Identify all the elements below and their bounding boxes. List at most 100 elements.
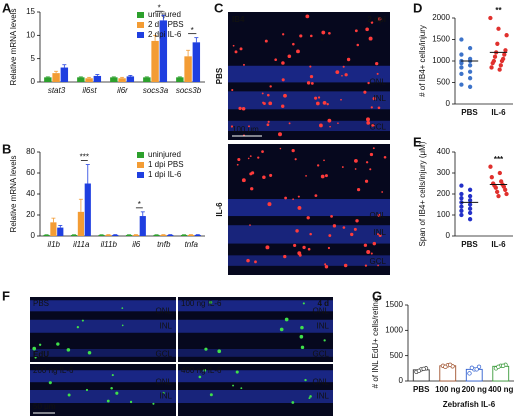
- cell: [335, 70, 340, 75]
- cell: [329, 125, 331, 128]
- point: [476, 364, 482, 369]
- cell: [249, 155, 252, 158]
- cell: [198, 375, 202, 379]
- bar: [105, 234, 112, 236]
- layer-label: GCL: [156, 349, 173, 358]
- layer-label: INL: [374, 228, 387, 237]
- cell: [48, 381, 52, 385]
- cell: [369, 168, 372, 171]
- cell: [234, 50, 238, 54]
- y-tick-label: 10: [26, 30, 35, 39]
- bar: [132, 234, 139, 236]
- panel-letter: G: [372, 288, 382, 303]
- cell: [341, 74, 343, 77]
- cell: [307, 247, 311, 251]
- layer-label: INL: [374, 94, 387, 103]
- y-tick-label: 0: [446, 231, 451, 240]
- point: [467, 202, 473, 207]
- nuclear-layer: [178, 319, 333, 333]
- cell: [372, 241, 377, 246]
- cell: [302, 245, 306, 250]
- layer-label: ONL: [313, 377, 330, 386]
- point: [467, 193, 473, 199]
- cell: [236, 163, 239, 166]
- cell: [121, 307, 124, 310]
- bar: [139, 216, 146, 236]
- cell: [269, 85, 272, 88]
- bar: [70, 234, 78, 236]
- nuclear-layer: [178, 349, 333, 357]
- cell: [56, 342, 60, 346]
- y-tick-label: 80: [26, 147, 35, 156]
- cell: [297, 205, 302, 210]
- cell: [330, 215, 333, 218]
- layer-label: INL: [317, 321, 330, 330]
- point: [459, 52, 464, 57]
- cell: [281, 104, 285, 108]
- cell: [363, 90, 367, 94]
- point: [488, 164, 493, 169]
- y-tick-label: 0: [446, 99, 451, 108]
- cell: [293, 243, 297, 248]
- cell: [314, 194, 318, 197]
- bar: [159, 20, 168, 82]
- cell: [248, 125, 250, 128]
- point: [467, 84, 473, 89]
- layer-label: GCL: [370, 257, 387, 266]
- y-tick-label: 500: [390, 351, 404, 360]
- bar: [84, 183, 91, 236]
- cell: [316, 164, 320, 167]
- x-tick-label: stat3: [48, 86, 66, 95]
- x-tick-label: socs3b: [176, 86, 202, 95]
- cell: [300, 325, 304, 330]
- point: [459, 196, 464, 201]
- cell: [240, 387, 243, 390]
- cell: [310, 81, 314, 85]
- cell: [162, 391, 165, 395]
- cell: [304, 378, 307, 382]
- y-tick-label: 500: [437, 78, 451, 87]
- cell: [291, 149, 295, 153]
- cell: [324, 263, 327, 266]
- cell: [282, 33, 285, 36]
- bar: [110, 77, 118, 82]
- y-tick-label: 2000: [432, 13, 450, 22]
- cell: [354, 168, 357, 170]
- point: [496, 364, 501, 369]
- point: [502, 52, 507, 57]
- cell: [281, 78, 285, 82]
- cell: [366, 249, 371, 254]
- channel-label: EdU: [33, 350, 49, 359]
- legend-label: uninjured: [148, 150, 181, 159]
- point: [504, 33, 509, 38]
- cell: [230, 125, 234, 128]
- cell: [292, 42, 295, 46]
- x-tick-label: il11a: [73, 240, 90, 249]
- cell: [375, 61, 379, 66]
- point: [467, 371, 472, 376]
- cell: [267, 202, 272, 207]
- layer-label: ONL: [370, 211, 387, 220]
- cell: [264, 39, 268, 43]
- significance: *: [191, 26, 194, 35]
- bar: [160, 234, 167, 236]
- cell: [129, 400, 133, 404]
- point: [503, 48, 508, 53]
- cell: [257, 156, 260, 159]
- cell: [378, 233, 382, 238]
- cell: [327, 246, 331, 250]
- panel-letter: B: [2, 141, 11, 156]
- cell: [302, 302, 305, 305]
- cell: [342, 65, 345, 68]
- point: [459, 65, 464, 70]
- bar: [180, 234, 188, 236]
- cell: [299, 334, 304, 339]
- point: [459, 183, 464, 188]
- bar: [192, 42, 201, 82]
- cell: [321, 30, 326, 35]
- bar: [85, 78, 93, 82]
- x-axis-label: Zebrafish IL-6: [443, 400, 496, 409]
- x-tick-label: il6st: [82, 86, 97, 95]
- cell: [239, 47, 243, 51]
- cell: [340, 98, 342, 101]
